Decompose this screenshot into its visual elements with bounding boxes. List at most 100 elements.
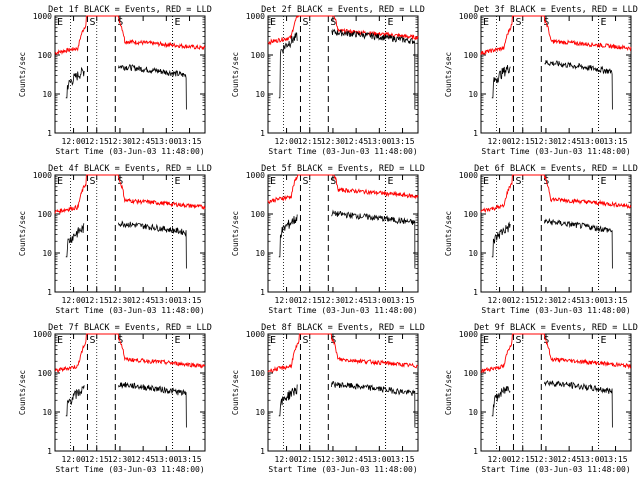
x-tick-label: 13:15 [603, 137, 627, 146]
x-tick-label: 12:30 [108, 296, 132, 305]
x-tick-label: 12:15 [511, 296, 535, 305]
series-events-line [491, 64, 511, 99]
x-tick-label: 13:00 [580, 455, 604, 464]
x-axis-label: Start Time (03-Jun-03 11:48:00) [481, 465, 630, 474]
series-events-line [65, 66, 85, 99]
marker-label: S [330, 176, 336, 187]
marker-label: E [388, 335, 394, 346]
plot-frame [54, 15, 206, 134]
y-tick-label: 100 [464, 210, 479, 219]
series-lld-line [267, 333, 419, 373]
panel-title: Det 6f BLACK = Events, RED = LLD [474, 164, 638, 174]
panel-1: Det 1f BLACK = Events, RED = LLD 1 10 100 10… [18, 5, 212, 156]
y-tick-label: 1000 [246, 330, 265, 339]
x-tick-label: 12:15 [511, 137, 535, 146]
series-events-line [118, 382, 187, 428]
x-axis-label: Start Time (03-Jun-03 11:48:00) [268, 147, 417, 156]
panel-title-suffix: BLACK = Events, RED = LLD [79, 5, 212, 15]
x-axis-label: Start Time (03-Jun-03 11:48:00) [55, 147, 204, 156]
series-events-line [331, 380, 416, 428]
x-tick-label: 12:30 [108, 455, 132, 464]
series-events-line [118, 63, 187, 110]
y-axis-label: Counts/sec [444, 211, 453, 256]
y-tick-label: 10 [255, 90, 265, 99]
marker-label: E [601, 176, 607, 187]
x-tick-label: 12:45 [131, 296, 155, 305]
y-tick-label: 1000 [459, 171, 478, 180]
panel-title: Det 1f BLACK = Events, RED = LLD [48, 5, 212, 15]
panel-det-label: Det 5f [261, 164, 292, 174]
marker-label: S [330, 17, 336, 28]
marker-label: E [270, 176, 276, 187]
y-axis-label: Counts/sec [231, 52, 240, 97]
marker-label: S [89, 176, 95, 187]
y-tick-label: 100 [38, 369, 53, 378]
series-lld-line [480, 15, 632, 56]
y-tick-label: 10 [468, 249, 478, 258]
x-tick-label: 12:00 [62, 455, 86, 464]
plot-frame [267, 333, 419, 452]
marker-label: S [543, 17, 549, 28]
x-tick-label: 12:30 [321, 137, 345, 146]
x-tick-label: 12:45 [557, 296, 581, 305]
y-tick-label: 1 [260, 129, 265, 138]
plot-frame [480, 333, 632, 452]
x-axis-label: Start Time (03-Jun-03 11:48:00) [268, 306, 417, 315]
x-tick-label: 12:30 [534, 296, 558, 305]
marker-label: E [175, 335, 181, 346]
marker-label: E [483, 176, 489, 187]
y-tick-label: 1 [473, 288, 478, 297]
y-tick-label: 1000 [33, 171, 52, 180]
x-tick-label: 12:15 [85, 455, 109, 464]
panel-title-suffix: BLACK = Events, RED = LLD [505, 5, 638, 15]
panel-title: Det 9f BLACK = Events, RED = LLD [474, 323, 638, 333]
marker-label: S [89, 17, 95, 28]
x-tick-label: 13:15 [603, 455, 627, 464]
x-tick-label: 13:00 [154, 296, 178, 305]
x-tick-label: 12:00 [275, 455, 299, 464]
y-tick-label: 1000 [246, 171, 265, 180]
y-tick-label: 1000 [33, 330, 52, 339]
y-tick-label: 100 [38, 51, 53, 60]
series-events-line [65, 223, 85, 258]
panel-2: Det 2f BLACK = Events, RED = LLD 1 10 100 10… [231, 5, 425, 156]
y-tick-label: 100 [464, 51, 479, 60]
plot-frame [54, 333, 206, 452]
series-events-line [491, 385, 511, 417]
marker-label: E [57, 335, 63, 346]
x-axis-label: Start Time (03-Jun-03 11:48:00) [481, 147, 630, 156]
x-tick-label: 13:15 [390, 137, 414, 146]
series-lld-line [267, 174, 419, 205]
marker-label: S [302, 176, 308, 187]
x-tick-label: 13:00 [367, 296, 391, 305]
marker-label: E [483, 17, 489, 28]
x-tick-label: 12:45 [131, 137, 155, 146]
x-tick-label: 13:00 [580, 296, 604, 305]
y-tick-label: 10 [255, 249, 265, 258]
panel-title: Det 4f BLACK = Events, RED = LLD [48, 164, 212, 174]
y-tick-label: 1000 [246, 12, 265, 21]
series-events-line [118, 220, 187, 269]
x-tick-label: 12:30 [534, 137, 558, 146]
marker-label: E [388, 176, 394, 187]
panel-7: Det 7f BLACK = Events, RED = LLD 1 10 100 10… [18, 323, 212, 474]
panel-title-suffix: BLACK = Events, RED = LLD [292, 164, 425, 174]
y-tick-label: 1 [473, 129, 478, 138]
y-tick-label: 10 [42, 90, 52, 99]
y-tick-label: 1 [473, 447, 478, 456]
marker-label: E [601, 17, 607, 28]
x-tick-label: 12:00 [488, 137, 512, 146]
plot-frame [267, 15, 419, 134]
y-tick-label: 100 [38, 210, 53, 219]
marker-label: E [270, 17, 276, 28]
x-tick-label: 13:15 [603, 296, 627, 305]
marker-label: S [515, 176, 521, 187]
series-events-line [331, 28, 416, 110]
x-tick-label: 12:00 [488, 455, 512, 464]
x-tick-label: 12:15 [85, 137, 109, 146]
panel-title: Det 3f BLACK = Events, RED = LLD [474, 5, 638, 15]
y-tick-label: 1 [260, 288, 265, 297]
x-tick-label: 12:00 [62, 296, 86, 305]
panel-3: Det 3f BLACK = Events, RED = LLD 1 10 100 10… [444, 5, 638, 156]
plot-frame [267, 174, 419, 293]
